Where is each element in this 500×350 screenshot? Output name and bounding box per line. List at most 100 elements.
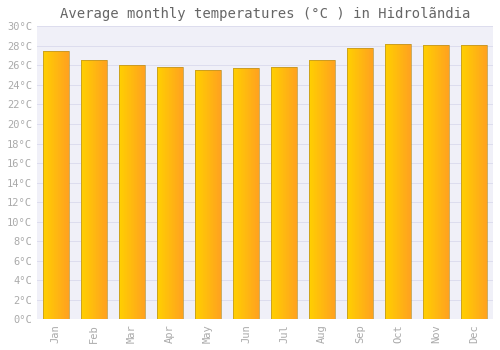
Bar — [280, 67, 281, 320]
Bar — [97, 61, 98, 320]
Bar — [199, 70, 200, 320]
Bar — [157, 67, 158, 320]
Bar — [460, 45, 487, 320]
Bar — [434, 45, 436, 320]
Bar — [91, 61, 92, 320]
Bar — [163, 67, 164, 320]
Bar — [207, 70, 208, 320]
Bar — [119, 65, 120, 320]
Bar — [242, 68, 244, 320]
Bar — [432, 45, 434, 320]
Bar — [45, 51, 46, 320]
Bar — [318, 61, 320, 320]
Bar — [252, 68, 253, 320]
Bar — [168, 67, 169, 320]
Bar — [124, 65, 125, 320]
Bar — [194, 70, 221, 320]
Bar — [201, 70, 202, 320]
Bar — [53, 51, 54, 320]
Bar — [270, 67, 272, 320]
Bar — [140, 65, 141, 320]
Bar — [83, 61, 84, 320]
Bar — [211, 70, 212, 320]
Bar — [169, 67, 170, 320]
Bar — [256, 68, 257, 320]
Bar — [362, 48, 364, 320]
Bar — [320, 61, 322, 320]
Bar — [50, 51, 51, 320]
Bar — [426, 45, 428, 320]
Bar — [482, 45, 484, 320]
Bar — [250, 68, 251, 320]
Bar — [346, 48, 348, 320]
Bar — [448, 45, 450, 320]
Bar — [158, 67, 159, 320]
Bar — [130, 65, 131, 320]
Bar — [56, 51, 57, 320]
Bar — [164, 67, 165, 320]
Bar — [92, 61, 93, 320]
Bar — [99, 61, 100, 320]
Bar — [156, 67, 157, 320]
Bar — [308, 61, 336, 320]
Bar — [394, 44, 396, 320]
Bar — [172, 67, 173, 320]
Bar — [206, 70, 207, 320]
Bar — [466, 45, 468, 320]
Bar — [288, 67, 290, 320]
Bar — [484, 45, 486, 320]
Bar — [64, 51, 65, 320]
Bar — [246, 68, 248, 320]
Bar — [398, 44, 400, 320]
Bar — [196, 70, 198, 320]
Bar — [177, 67, 178, 320]
Bar — [80, 61, 107, 320]
Bar — [165, 67, 166, 320]
Bar — [386, 44, 388, 320]
Bar — [203, 70, 204, 320]
Bar — [232, 68, 259, 320]
Bar — [204, 70, 205, 320]
Bar — [424, 45, 426, 320]
Bar — [60, 51, 61, 320]
Bar — [253, 68, 254, 320]
Bar — [326, 61, 328, 320]
Bar — [103, 61, 104, 320]
Bar — [65, 51, 66, 320]
Bar — [474, 45, 476, 320]
Bar — [106, 61, 107, 320]
Bar — [232, 68, 234, 320]
Bar — [422, 45, 424, 320]
Bar — [181, 67, 182, 320]
Bar — [464, 45, 466, 320]
Bar — [142, 65, 143, 320]
Bar — [156, 67, 183, 320]
Bar — [442, 45, 444, 320]
Bar — [392, 44, 394, 320]
Bar — [134, 65, 135, 320]
Bar — [135, 65, 136, 320]
Bar — [296, 67, 297, 320]
Bar — [194, 70, 221, 320]
Bar — [440, 45, 442, 320]
Bar — [126, 65, 127, 320]
Bar — [258, 68, 259, 320]
Bar — [118, 65, 119, 320]
Bar — [215, 70, 216, 320]
Bar — [270, 67, 297, 320]
Bar — [198, 70, 199, 320]
Bar — [294, 67, 296, 320]
Bar — [80, 61, 107, 320]
Bar — [213, 70, 214, 320]
Bar — [366, 48, 368, 320]
Bar — [360, 48, 362, 320]
Bar — [171, 67, 172, 320]
Bar — [59, 51, 60, 320]
Bar — [476, 45, 478, 320]
Bar — [292, 67, 294, 320]
Bar — [384, 44, 386, 320]
Bar — [286, 67, 288, 320]
Bar — [218, 70, 219, 320]
Bar — [217, 70, 218, 320]
Bar — [274, 67, 276, 320]
